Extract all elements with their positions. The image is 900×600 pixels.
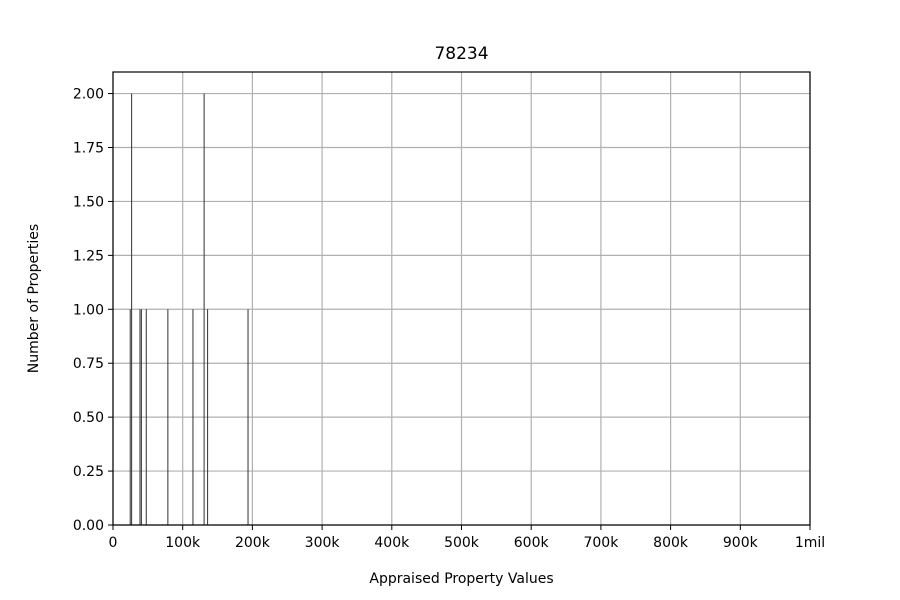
x-tick-label-5: 500k [444,535,480,551]
bar-0 [129,309,131,525]
x-tick-label-3: 300k [305,535,341,551]
y-tick-label-1: 0.25 [73,464,104,480]
y-tick-label-7: 1.75 [73,141,104,157]
bar-3 [140,309,142,525]
bar-2 [139,309,141,525]
x-tick-label-7: 700k [583,535,619,551]
x-tick-label-1: 100k [165,535,201,551]
x-tick-label-4: 400k [374,535,410,551]
y-tick-label-2: 0.50 [73,410,104,426]
bar-5 [167,309,169,525]
y-tick-label-4: 1.00 [73,302,104,318]
y-tick-label-8: 2.00 [73,87,104,103]
bar-1 [131,93,133,526]
x-axis-title: Appraised Property Values [369,571,553,587]
x-tick-label-6: 600k [514,535,550,551]
x-tick-label-9: 900k [723,535,759,551]
chart-title: 78234 [434,44,488,64]
bar-9 [247,309,249,525]
y-tick-label-6: 1.50 [73,194,104,210]
x-tick-label-0: 0 [109,535,118,551]
bars [129,93,249,526]
x-tick-label-10: 1mil [795,535,825,551]
bar-8 [207,309,209,525]
x-tick-label-2: 200k [235,535,271,551]
y-tick-label-5: 1.25 [73,248,104,264]
y-tick-label-0: 0.00 [73,518,104,534]
ticks: 0 100k 200k 300k 400k 500k 600k 700k 800k 900k 1mi… [73,87,825,551]
bar-4 [145,309,147,525]
x-tick-label-8: 800k [653,535,689,551]
bar-6 [192,309,194,525]
y-axis-title: Number of Properties [26,224,42,373]
y-tick-label-3: 0.75 [73,356,104,372]
bar-7 [203,93,205,526]
